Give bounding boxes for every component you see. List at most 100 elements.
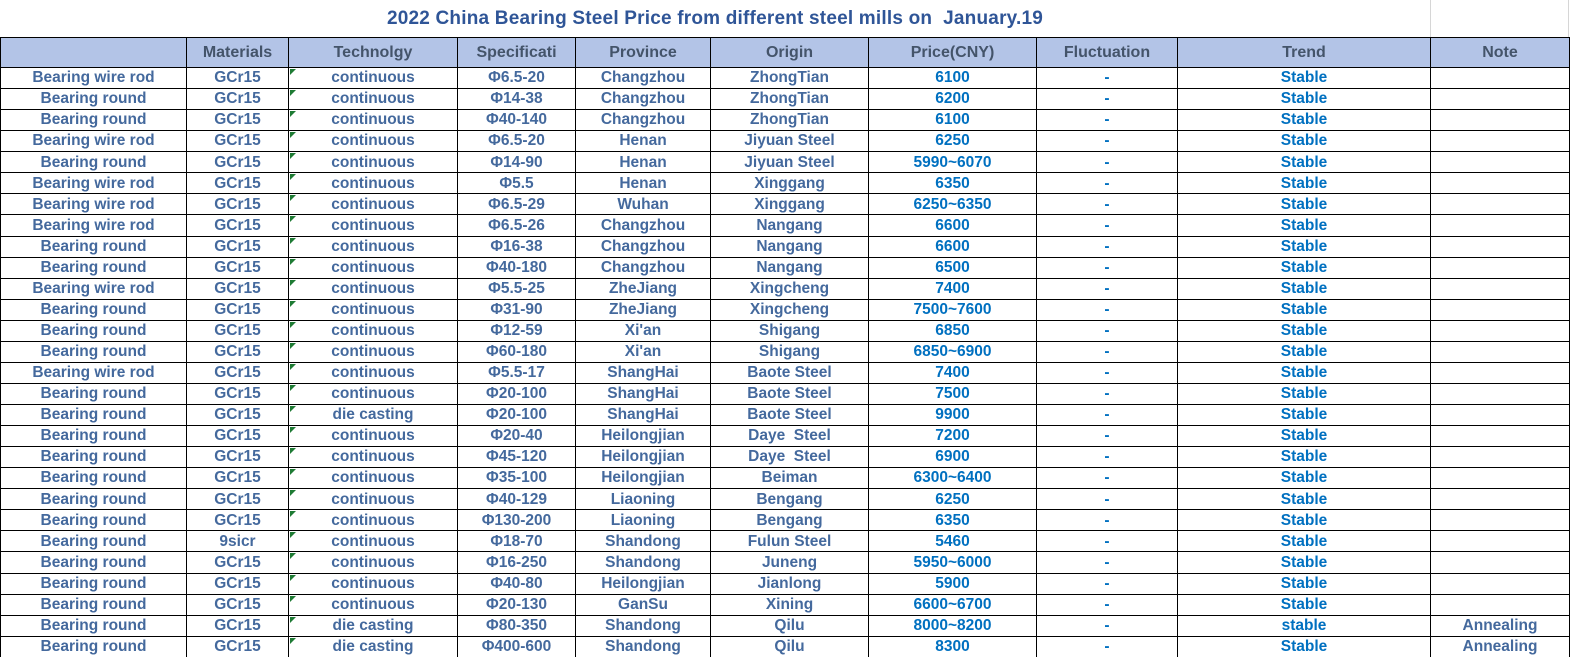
cell-origin[interactable]: Bengang: [711, 489, 869, 511]
cell-origin[interactable]: Daye Steel: [711, 447, 869, 469]
cell-product[interactable]: Bearing wire rod: [1, 194, 187, 216]
cell-fluctuation[interactable]: -: [1037, 341, 1178, 363]
cell-specification[interactable]: Φ60-180: [458, 341, 576, 363]
cell-product[interactable]: Bearing round: [1, 405, 187, 427]
cell-note[interactable]: [1431, 468, 1570, 490]
cell-province[interactable]: Heilongjian: [576, 468, 711, 490]
cell-origin[interactable]: Jiyuan Steel: [711, 152, 869, 174]
cell-note[interactable]: [1431, 173, 1570, 195]
cell-price[interactable]: 6100: [869, 110, 1037, 132]
cell-technology[interactable]: continuous: [289, 257, 458, 279]
cell-fluctuation[interactable]: -: [1037, 320, 1178, 342]
cell-price[interactable]: 9900: [869, 405, 1037, 427]
cell-note[interactable]: [1431, 447, 1570, 469]
cell-specification[interactable]: Φ20-100: [458, 383, 576, 405]
cell-product[interactable]: Bearing round: [1, 531, 187, 553]
cell-price[interactable]: 6350: [869, 173, 1037, 195]
cell-trend[interactable]: Stable: [1178, 405, 1431, 427]
cell-note[interactable]: [1431, 426, 1570, 448]
cell-origin[interactable]: Baote Steel: [711, 383, 869, 405]
cell-note[interactable]: [1431, 194, 1570, 216]
cell-province[interactable]: ZheJiang: [576, 278, 711, 300]
cell-materials[interactable]: GCr15: [187, 131, 289, 153]
cell-trend[interactable]: Stable: [1178, 215, 1431, 237]
cell-province[interactable]: Changzhou: [576, 215, 711, 237]
cell-materials[interactable]: GCr15: [187, 594, 289, 616]
cell-technology[interactable]: die casting: [289, 636, 458, 657]
cell-trend[interactable]: Stable: [1178, 468, 1431, 490]
cell-trend[interactable]: Stable: [1178, 110, 1431, 132]
cell-fluctuation[interactable]: -: [1037, 573, 1178, 595]
cell-technology[interactable]: die casting: [289, 405, 458, 427]
cell-specification[interactable]: Φ6.5-20: [458, 68, 576, 90]
cell-province[interactable]: Xi'an: [576, 320, 711, 342]
cell-materials[interactable]: GCr15: [187, 215, 289, 237]
cell-materials[interactable]: GCr15: [187, 257, 289, 279]
cell-technology[interactable]: continuous: [289, 531, 458, 553]
cell-trend[interactable]: Stable: [1178, 278, 1431, 300]
cell-fluctuation[interactable]: -: [1037, 468, 1178, 490]
cell-materials[interactable]: GCr15: [187, 320, 289, 342]
cell-fluctuation[interactable]: -: [1037, 552, 1178, 574]
cell-materials[interactable]: 9sicr: [187, 531, 289, 553]
header-cell-product[interactable]: [1, 38, 187, 68]
cell-fluctuation[interactable]: -: [1037, 236, 1178, 258]
header-cell-province[interactable]: Province: [576, 38, 711, 68]
cell-product[interactable]: Bearing round: [1, 257, 187, 279]
cell-materials[interactable]: GCr15: [187, 110, 289, 132]
cell-fluctuation[interactable]: -: [1037, 110, 1178, 132]
cell-note[interactable]: [1431, 594, 1570, 616]
cell-origin[interactable]: Jianlong: [711, 573, 869, 595]
cell-specification[interactable]: Φ20-100: [458, 405, 576, 427]
cell-product[interactable]: Bearing round: [1, 110, 187, 132]
cell-price[interactable]: 6500: [869, 257, 1037, 279]
cell-product[interactable]: Bearing round: [1, 152, 187, 174]
cell-price[interactable]: 7400: [869, 362, 1037, 384]
cell-note[interactable]: [1431, 89, 1570, 111]
cell-specification[interactable]: Φ20-130: [458, 594, 576, 616]
cell-trend[interactable]: Stable: [1178, 320, 1431, 342]
cell-product[interactable]: Bearing wire rod: [1, 68, 187, 90]
cell-technology[interactable]: continuous: [289, 194, 458, 216]
cell-price[interactable]: 6600: [869, 215, 1037, 237]
cell-fluctuation[interactable]: -: [1037, 173, 1178, 195]
cell-product[interactable]: Bearing round: [1, 236, 187, 258]
cell-fluctuation[interactable]: -: [1037, 405, 1178, 427]
cell-trend[interactable]: Stable: [1178, 173, 1431, 195]
cell-specification[interactable]: Φ6.5-29: [458, 194, 576, 216]
cell-specification[interactable]: Φ18-70: [458, 531, 576, 553]
cell-province[interactable]: Liaoning: [576, 489, 711, 511]
cell-specification[interactable]: Φ14-90: [458, 152, 576, 174]
cell-product[interactable]: Bearing round: [1, 383, 187, 405]
cell-technology[interactable]: continuous: [289, 383, 458, 405]
cell-specification[interactable]: Φ40-140: [458, 110, 576, 132]
cell-materials[interactable]: GCr15: [187, 573, 289, 595]
cell-fluctuation[interactable]: -: [1037, 594, 1178, 616]
cell-origin[interactable]: Baote Steel: [711, 405, 869, 427]
cell-origin[interactable]: ZhongTian: [711, 110, 869, 132]
cell-province[interactable]: Shandong: [576, 615, 711, 637]
cell-province[interactable]: ShangHai: [576, 383, 711, 405]
cell-province[interactable]: Shandong: [576, 552, 711, 574]
header-cell-materials[interactable]: Materials: [187, 38, 289, 68]
cell-note[interactable]: [1431, 131, 1570, 153]
cell-specification[interactable]: Φ35-100: [458, 468, 576, 490]
cell-origin[interactable]: Xinggang: [711, 194, 869, 216]
cell-fluctuation[interactable]: -: [1037, 131, 1178, 153]
cell-origin[interactable]: Xingcheng: [711, 278, 869, 300]
cell-trend[interactable]: Stable: [1178, 531, 1431, 553]
cell-note[interactable]: [1431, 573, 1570, 595]
cell-specification[interactable]: Φ31-90: [458, 299, 576, 321]
cell-product[interactable]: Bearing round: [1, 299, 187, 321]
cell-fluctuation[interactable]: -: [1037, 299, 1178, 321]
cell-technology[interactable]: continuous: [289, 468, 458, 490]
cell-specification[interactable]: Φ130-200: [458, 510, 576, 532]
cell-origin[interactable]: Qilu: [711, 615, 869, 637]
cell-specification[interactable]: Φ40-180: [458, 257, 576, 279]
cell-origin[interactable]: Beiman: [711, 468, 869, 490]
cell-price[interactable]: 6250~6350: [869, 194, 1037, 216]
cell-product[interactable]: Bearing wire rod: [1, 362, 187, 384]
cell-note[interactable]: [1431, 531, 1570, 553]
cell-technology[interactable]: continuous: [289, 215, 458, 237]
cell-materials[interactable]: GCr15: [187, 552, 289, 574]
